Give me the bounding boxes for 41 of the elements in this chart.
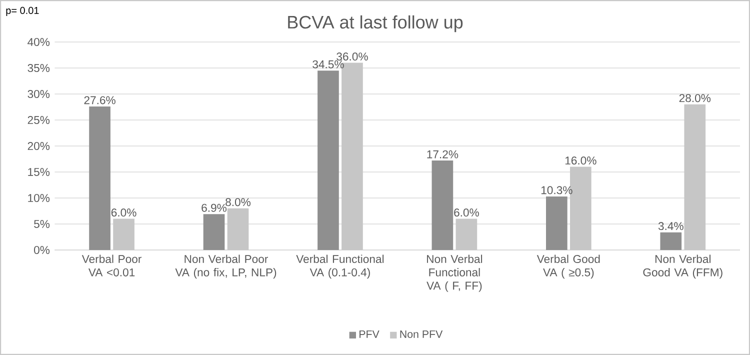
- data-label: 10.3%: [541, 186, 572, 194]
- legend-label: PFV: [360, 330, 380, 338]
- bar: [456, 218, 478, 250]
- text: p= 0.01: [6, 6, 39, 16]
- data-label: 36.0%: [336, 52, 368, 61]
- bar: [89, 106, 110, 250]
- data-label: 16.0%: [565, 156, 596, 165]
- x-tick-label: Verbal Good VA ( ≥0.5): [536, 254, 600, 279]
- bar: [546, 196, 568, 250]
- data-label: 6.9%: [202, 204, 227, 212]
- x-tick-label: Verbal Poor VA <0.01: [82, 254, 142, 276]
- y-tick-label: 25%: [28, 116, 50, 124]
- chart-title: BCVA at last follow up: [288, 15, 463, 32]
- x-tick-label: Non Verbal Functional VA ( F, FF): [426, 254, 482, 292]
- data-label: 27.6%: [84, 96, 116, 104]
- data-label: 8.0%: [226, 198, 251, 206]
- x-tick-label: Non Verbal Poor VA (no fix, LP, NLP): [175, 254, 276, 279]
- y-tick-label: 10%: [28, 194, 50, 202]
- data-label: 34.5%: [312, 60, 344, 68]
- bar: [203, 214, 225, 250]
- y-tick-label: 40%: [28, 38, 50, 46]
- y-tick-label: 0%: [34, 246, 50, 254]
- x-tick-label: Non Verbal Good VA (FFM): [643, 254, 722, 279]
- bar: [684, 104, 706, 250]
- legend-label: Non PFV: [400, 330, 443, 338]
- y-tick-label: 35%: [28, 64, 50, 72]
- y-tick-label: 20%: [28, 142, 50, 150]
- bar: [660, 232, 682, 250]
- data-label: 28.0%: [679, 94, 711, 102]
- bar: [113, 218, 134, 250]
- y-tick-label: 30%: [28, 90, 50, 98]
- data-label: 3.4%: [658, 222, 684, 230]
- data-label: 6.0%: [454, 208, 479, 217]
- y-tick-label: 5%: [34, 220, 50, 228]
- bar: [227, 208, 249, 250]
- x-tick-label: Verbal Functional VA (0.1-0.4): [296, 254, 384, 279]
- bar: [432, 160, 454, 250]
- y-tick-label: 15%: [28, 168, 50, 176]
- bar: [318, 70, 339, 250]
- data-label: 17.2%: [427, 150, 458, 158]
- data-label: 6.0%: [111, 208, 136, 217]
